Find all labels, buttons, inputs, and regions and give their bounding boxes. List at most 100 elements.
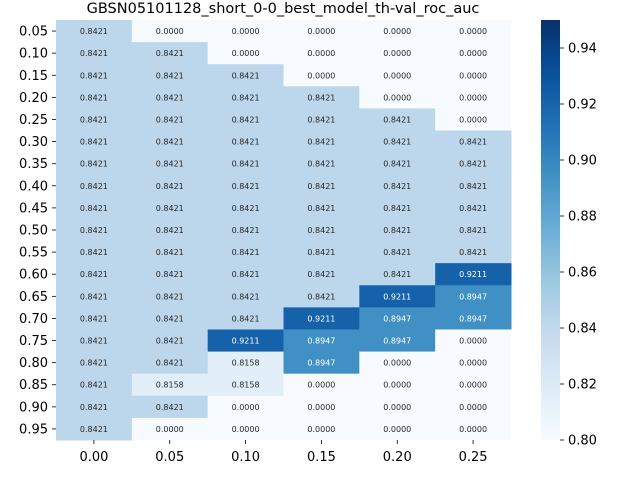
cell-value-label: 0.0000	[383, 93, 411, 102]
cell-value-label: 0.8421	[459, 248, 487, 257]
heatmap-cell	[56, 218, 133, 242]
heatmap-cell	[359, 174, 436, 198]
cell-value-label: 0.0000	[383, 425, 411, 434]
y-tick-label: 0.90	[19, 400, 48, 415]
heatmap-cell	[283, 307, 360, 330]
heatmap-cell	[359, 20, 436, 43]
heatmap-cell	[207, 395, 284, 419]
heatmap-cell	[131, 196, 209, 220]
chart-title: GBSN05101128_short_0-0_best_model_th-val…	[87, 1, 480, 17]
heatmap-cell	[131, 263, 209, 286]
cell-value-label: 0.8421	[80, 93, 108, 102]
heatmap-cell	[359, 108, 436, 132]
y-tick-label: 0.85	[19, 378, 48, 393]
heatmap-cell	[207, 130, 284, 154]
cell-value-label: 0.8421	[232, 182, 260, 191]
x-tick-label: 0.20	[383, 450, 412, 465]
cell-value-label: 0.8421	[80, 359, 108, 368]
cell-value-label: 0.8421	[459, 226, 487, 235]
cell-value-label: 0.8421	[232, 93, 260, 102]
colorbar-tick-label: 0.86	[568, 266, 597, 281]
cell-value-label: 0.0000	[307, 403, 335, 412]
cell-value-label: 0.9211	[307, 314, 335, 323]
y-tick-label: 0.50	[19, 224, 48, 239]
cell-value-label: 0.8421	[80, 381, 108, 390]
heatmap-cell	[131, 20, 209, 43]
x-tick-label: 0.00	[79, 450, 108, 465]
heatmap-cell	[131, 42, 209, 65]
heatmap-cell	[207, 218, 284, 242]
cell-value-label: 0.8421	[232, 292, 260, 301]
cell-value-label: 0.0000	[459, 337, 487, 346]
heatmap-cell	[283, 130, 360, 154]
heatmap-cell	[207, 108, 284, 132]
cell-value-label: 0.0000	[232, 49, 260, 58]
cell-value-label: 0.8158	[232, 359, 260, 368]
heatmap-cell	[435, 329, 512, 353]
cell-value-label: 0.0000	[232, 425, 260, 434]
heatmap-cell	[207, 174, 284, 198]
heatmap-cell	[435, 64, 512, 87]
heatmap-cell	[435, 373, 512, 397]
cell-value-label: 0.8421	[80, 314, 108, 323]
cell-value-label: 0.8421	[232, 160, 260, 169]
heatmap-cell	[283, 263, 360, 286]
heatmap-cell	[435, 351, 512, 375]
y-tick-label: 0.40	[19, 179, 48, 194]
cell-value-label: 0.8421	[383, 160, 411, 169]
cell-value-label: 0.9211	[232, 337, 260, 346]
cell-value-label: 0.8421	[232, 248, 260, 257]
heatmap-cell	[56, 417, 133, 441]
y-axis: 0.05 0.10 0.15 0.20 0.25 0.30 0.35 0.40 0.45 0.50…	[19, 25, 56, 437]
heatmap-cell	[283, 241, 360, 264]
heatmap-cell	[56, 86, 133, 109]
heatmap-cell	[435, 152, 512, 176]
cell-value-label: 0.8421	[307, 270, 335, 279]
cell-value-label: 0.8421	[80, 138, 108, 147]
cell-value-label: 0.0000	[232, 403, 260, 412]
heatmap-cell	[283, 218, 360, 242]
cell-value-label: 0.0000	[383, 381, 411, 390]
heatmap-cell	[56, 20, 133, 43]
cell-value-label: 0.8421	[156, 204, 184, 213]
cell-value-label: 0.0000	[459, 359, 487, 368]
heatmap-cell	[359, 263, 436, 286]
cell-value-label: 0.8421	[80, 292, 108, 301]
heatmap-cell	[359, 42, 436, 65]
cell-value-label: 0.8947	[459, 314, 487, 323]
cell-value-label: 0.8421	[80, 403, 108, 412]
y-tick-label: 0.20	[19, 91, 48, 106]
heatmap-cell	[56, 285, 133, 308]
cell-value-label: 0.8421	[80, 27, 108, 36]
cell-value-label: 0.8421	[156, 182, 184, 191]
heatmap-cell	[359, 152, 436, 176]
heatmap-cell	[56, 373, 133, 397]
heatmap-cell	[207, 20, 284, 43]
cell-value-label: 0.8421	[156, 138, 184, 147]
y-tick-label: 0.25	[19, 113, 48, 128]
colorbar-gradient	[541, 20, 560, 440]
heatmap-cell	[283, 196, 360, 220]
heatmap-cell	[283, 174, 360, 198]
cell-value-label: 0.0000	[232, 27, 260, 36]
heatmap-cell	[207, 196, 284, 220]
heatmap-cell	[207, 86, 284, 109]
heatmap-cell	[131, 307, 209, 330]
cell-value-label: 0.0000	[459, 93, 487, 102]
y-tick-label: 0.65	[19, 290, 48, 305]
colorbar-tick-label: 0.88	[568, 210, 597, 225]
heatmap-cell	[435, 395, 512, 419]
heatmap-cell	[435, 263, 512, 286]
heatmap-cell	[56, 351, 133, 375]
y-tick-label: 0.70	[19, 312, 48, 327]
x-axis: 0.00 0.05 0.10 0.15 0.20 0.25	[79, 440, 488, 465]
cell-value-label: 0.0000	[459, 381, 487, 390]
heatmap-cell	[359, 64, 436, 87]
heatmap-cell	[359, 417, 436, 441]
heatmap-cell	[131, 218, 209, 242]
cell-value-label: 0.8421	[307, 160, 335, 169]
heatmap-cell	[131, 285, 209, 308]
cell-value-label: 0.8158	[156, 381, 184, 390]
cell-value-label: 0.8947	[459, 292, 487, 301]
heatmap-cell	[359, 285, 436, 308]
